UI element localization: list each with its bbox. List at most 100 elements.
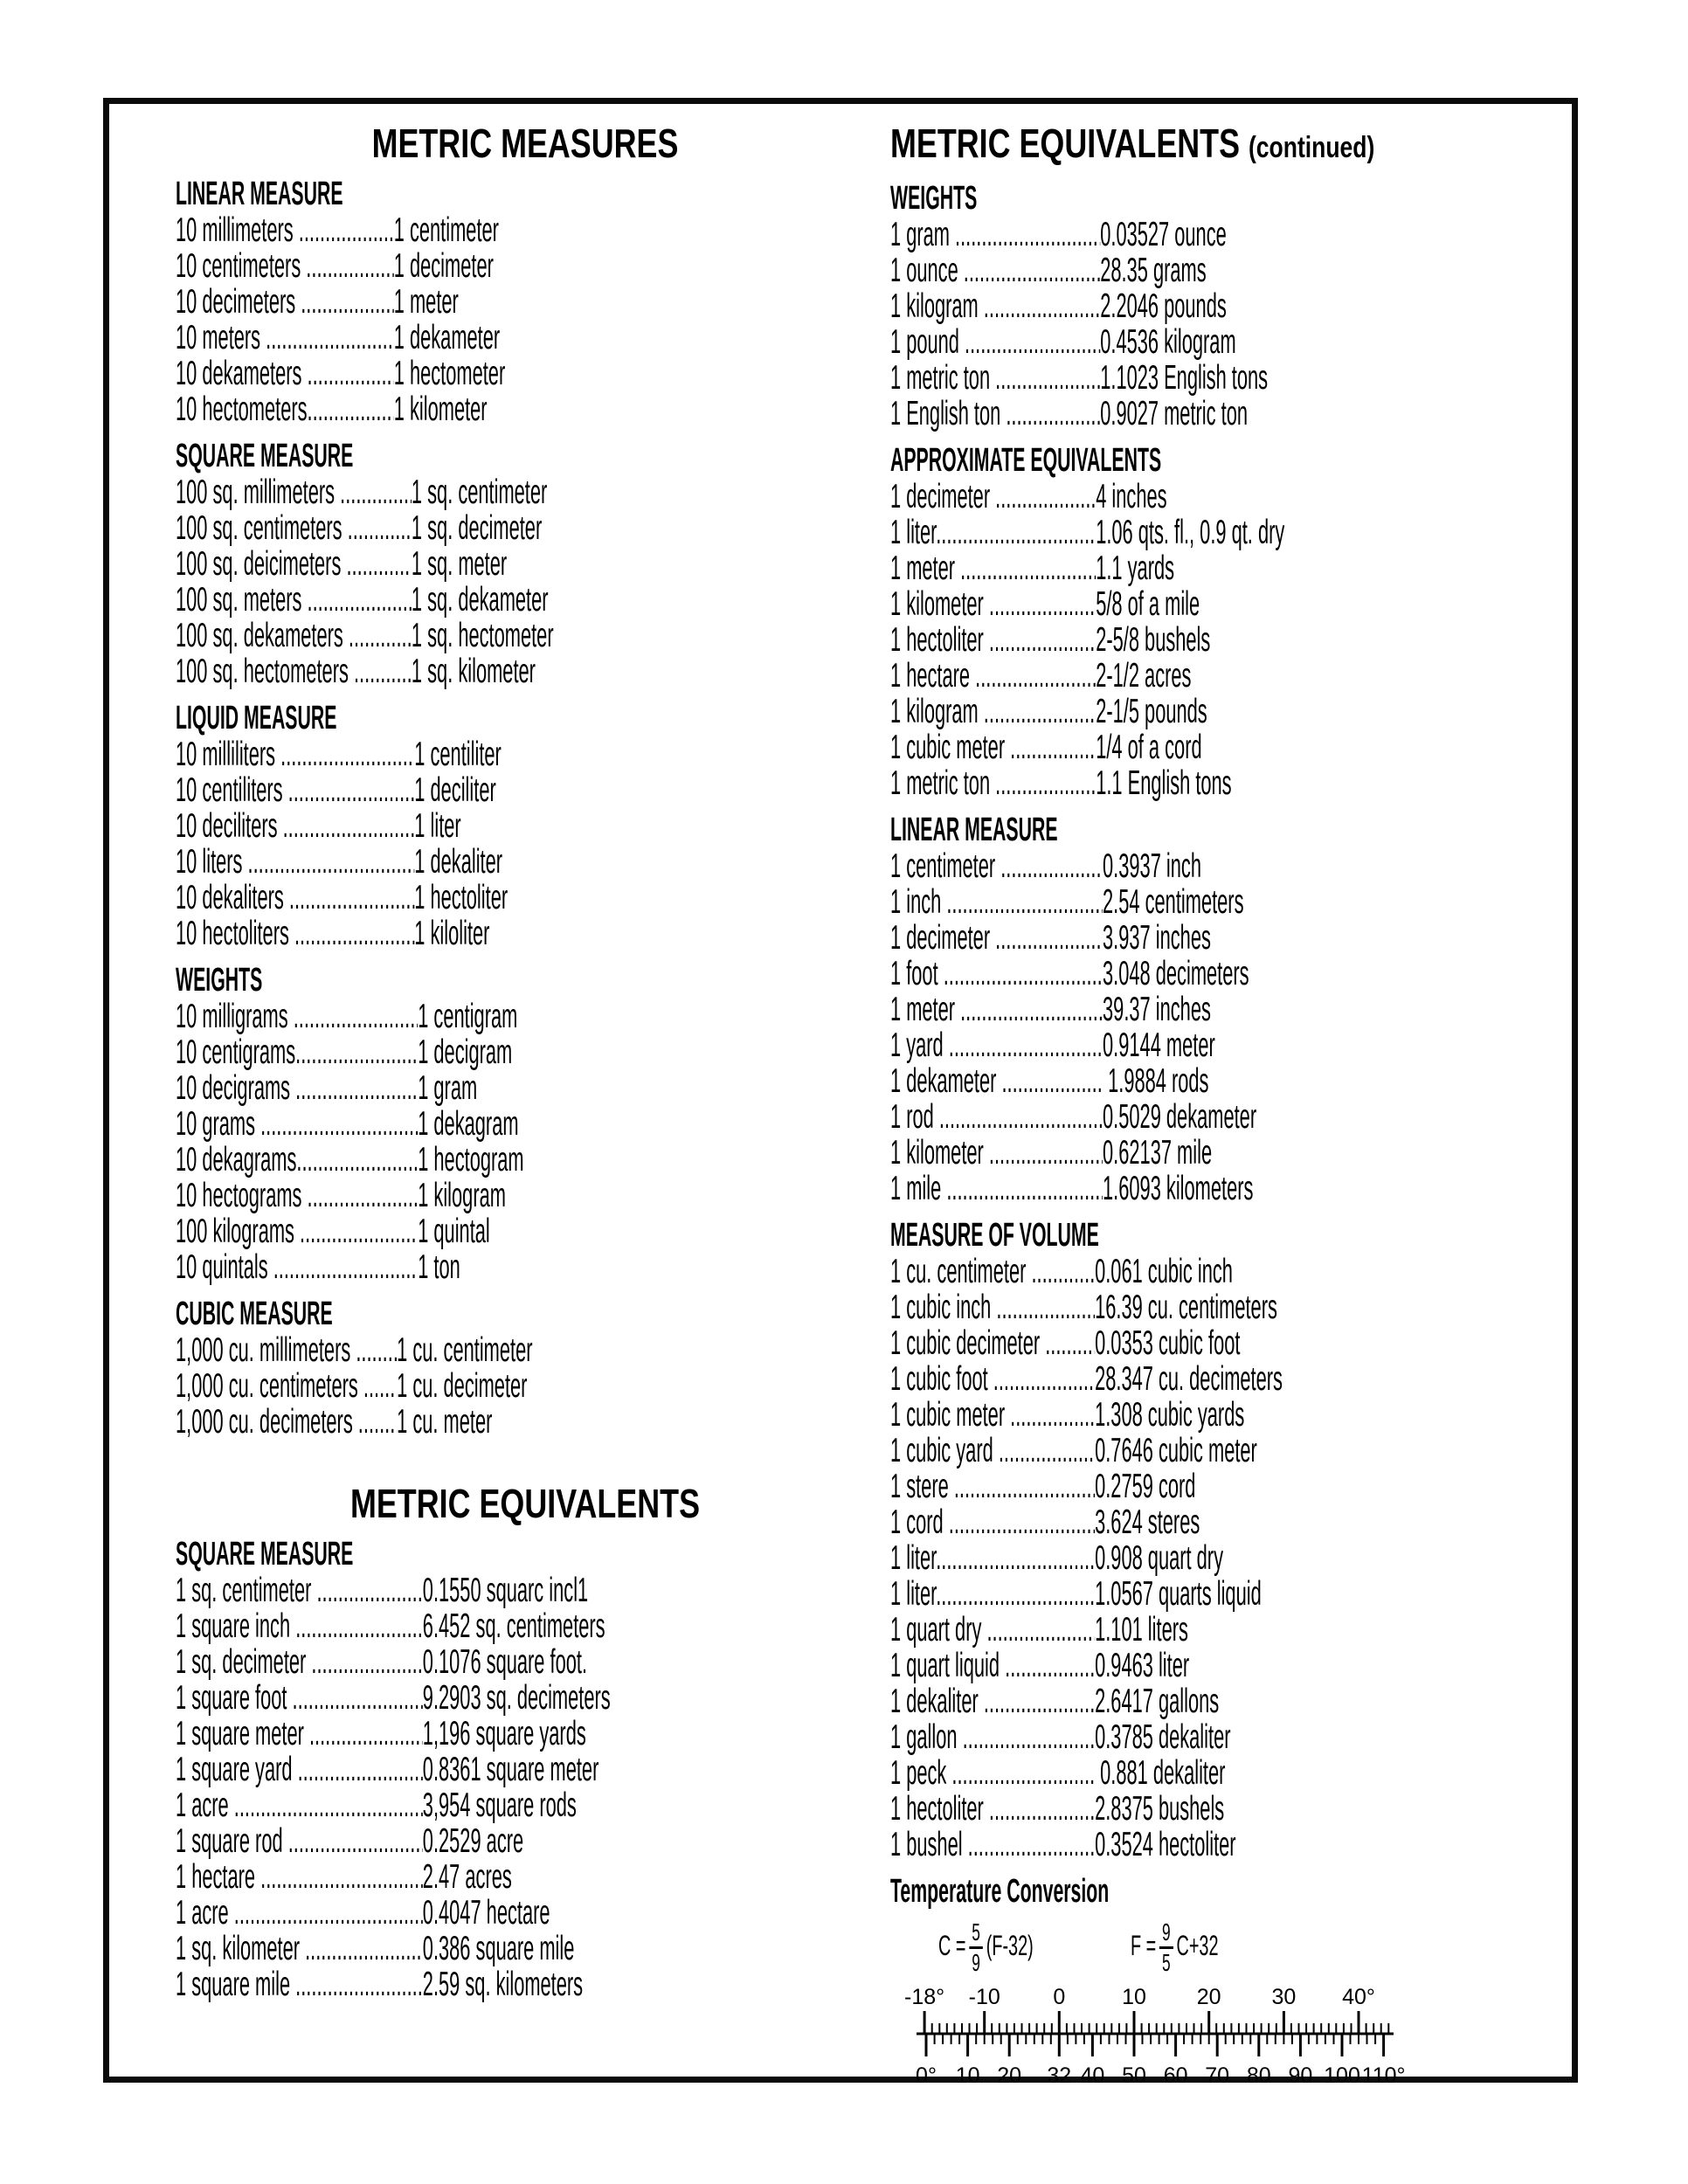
- conversion-value: 0.9463 liter: [1095, 1647, 1190, 1684]
- conversion-row: 1 square rod ...........................…: [176, 1823, 861, 1859]
- conversion-value: 2.6417 gallons: [1095, 1683, 1220, 1720]
- conversion-row: 10 centimeters .........................…: [176, 248, 861, 284]
- conversion-label: 100 sq. dekameters .....................…: [176, 618, 412, 653]
- conversion-label: 1 cubic meter ..........................…: [890, 1397, 1096, 1433]
- conversion-value: 1.1 yards: [1096, 549, 1175, 587]
- conversion-row: 1 cubic yard ...........................…: [890, 1433, 1575, 1469]
- conversion-value: 3.624 steres: [1095, 1503, 1200, 1541]
- conversion-label: 100 sq. meters .........................…: [176, 582, 412, 618]
- conversion-value: 0.3785 dekaliter: [1095, 1718, 1231, 1756]
- conversion-value: 0.03527 ounce: [1100, 216, 1227, 253]
- conversion-value: 1 decimeter: [393, 247, 494, 285]
- conversion-row: 10 dekaliters ..........................…: [176, 880, 861, 916]
- conversion-row: 1 hectoliter ...........................…: [890, 1791, 1575, 1827]
- conversion-row: 10 hectometers..........................…: [176, 391, 861, 427]
- conversion-value: 0.7646 cubic meter: [1095, 1432, 1257, 1469]
- conversion-label: 1 liter.................................…: [890, 1540, 1096, 1576]
- conversion-value: 1 centiliter: [414, 736, 502, 773]
- conversion-label: 10 liters ..............................…: [176, 844, 414, 880]
- conversion-value: 0.1076 square foot.: [422, 1643, 588, 1681]
- conversion-row: 1 square yard ..........................…: [176, 1752, 861, 1787]
- conversion-value: 1 quintal: [418, 1213, 490, 1250]
- conversion-value: 0.0353 cubic foot: [1095, 1324, 1241, 1362]
- svg-text:100: 100: [1324, 2063, 1360, 2084]
- conversion-value: 1,196 square yards: [422, 1715, 586, 1752]
- temperature-scale: -18° -10 0 10 20 30 40° 0° 10 20 32 40 50 60 70 80 90 100…: [904, 1985, 1406, 2088]
- conversion-label: 1 square foot ..........................…: [176, 1680, 423, 1716]
- conversion-label: 100 sq. hectometers ....................…: [176, 653, 412, 689]
- conversion-row: 10 deciliters ..........................…: [176, 808, 861, 844]
- conversion-row: 1 cu. centimeter .......................…: [890, 1254, 1575, 1289]
- conversion-label: 1 square inch ..........................…: [176, 1608, 423, 1644]
- svg-text:32: 32: [1047, 2063, 1071, 2084]
- conversion-label: 1 square yard ..........................…: [176, 1752, 423, 1787]
- conversion-label: 10 deciliters ..........................…: [176, 808, 414, 844]
- conversion-row: 1 cubic meter ..........................…: [890, 1397, 1575, 1433]
- conversion-row: 100 kilograms ..........................…: [176, 1213, 861, 1249]
- conversion-row: 1 hectoliter ...........................…: [890, 622, 1575, 658]
- svg-text:30: 30: [1271, 1985, 1296, 2009]
- conversion-label: 1 meter ................................…: [890, 550, 1096, 586]
- conversion-row: 10 milligrams ..........................…: [176, 999, 861, 1034]
- conversion-label: 1 pound ................................…: [890, 324, 1100, 360]
- conversion-value: 1.308 cubic yards: [1095, 1396, 1245, 1434]
- conversion-row: 1 kilometer ............................…: [890, 586, 1575, 622]
- conversion-value: 1 cu. centimeter: [397, 1331, 533, 1369]
- conversion-row: 1 mile .................................…: [890, 1171, 1575, 1206]
- conversion-value: 1.06 qts. fl., 0.9 qt. dry: [1096, 514, 1285, 551]
- metric-equivalents-continued-column: METRIC EQUIVALENTS (continued) WEIGHTS 1 …: [890, 104, 1589, 2089]
- conversion-row: 1 square foot ..........................…: [176, 1680, 861, 1716]
- conversion-label: 1 cord .................................…: [890, 1504, 1095, 1540]
- svg-text:60: 60: [1164, 2063, 1188, 2084]
- fahrenheit-formula: F = 9 5 C+32: [1130, 1918, 1219, 1976]
- conversion-label: 1,000 cu. millimeters ..................…: [176, 1332, 398, 1368]
- conversion-row: 10 decimeters ..........................…: [176, 284, 861, 320]
- conversion-row: 1 decimeter ............................…: [890, 479, 1575, 515]
- conversion-row: 1 quart liquid .........................…: [890, 1648, 1575, 1683]
- conversion-label: 1 yard .................................…: [890, 1027, 1103, 1063]
- conversion-label: 100 sq. deicimeters ....................…: [176, 546, 412, 582]
- conversion-row: 10 meters ..............................…: [176, 320, 861, 356]
- conversion-value: 2-5/8 bushels: [1096, 621, 1211, 659]
- conversion-label: 1 cubic foot ...........................…: [890, 1361, 1095, 1397]
- conversion-value: 1.101 liters: [1095, 1611, 1188, 1648]
- conversion-value: 16.39 cu. centimeters: [1095, 1289, 1277, 1326]
- conversion-row: 1 rod ..................................…: [890, 1099, 1575, 1135]
- conversion-label: 1 kilogram .............................…: [890, 288, 1101, 324]
- conversion-label: 1 peck .................................…: [890, 1755, 1096, 1791]
- conversion-row: 1 gram .................................…: [890, 217, 1575, 252]
- conversion-value: 1.0567 quarts liquid: [1095, 1575, 1262, 1613]
- conversion-value: 28.35 grams: [1100, 252, 1207, 289]
- temperature-conversion-heading: Temperature Conversion: [890, 1873, 1110, 1910]
- conversion-row: 1 acre .................................…: [176, 1787, 861, 1823]
- conversion-value: 1 hectoliter: [414, 879, 508, 916]
- conversion-value: 2.59 sq. kilometers: [422, 1966, 584, 2003]
- conversion-row: 1 metric ton ...........................…: [890, 360, 1575, 396]
- conversion-label: 10 centigrams...........................…: [176, 1034, 418, 1070]
- conversion-label: 1 centimeter ...........................…: [890, 848, 1103, 884]
- conversion-row: 1 cord .................................…: [890, 1504, 1575, 1540]
- svg-text:20: 20: [1197, 1985, 1221, 2009]
- conversion-label: 1,000 cu. centimeters ..................…: [176, 1368, 397, 1404]
- document-frame: METRIC MEASURES LINEAR MEASURE 10 millime…: [103, 98, 1578, 2088]
- metric-measures-column: METRIC MEASURES LINEAR MEASURE 10 millime…: [176, 104, 875, 2002]
- conversion-row: 1 hectare ..............................…: [176, 1859, 861, 1895]
- conversion-label: 1 bushel ...............................…: [890, 1827, 1096, 1863]
- svg-text:20: 20: [997, 2063, 1021, 2084]
- conversion-label: 1 square mile ..........................…: [176, 1966, 423, 2002]
- conversion-row: 1 quart dry ............................…: [890, 1612, 1575, 1648]
- conversion-row: 1 liter.................................…: [890, 1576, 1575, 1612]
- conversion-row: 1 cubic inch ...........................…: [890, 1289, 1575, 1325]
- metric-equivalents-sections: SQUARE MEASURE 1 sq. centimeter .........…: [176, 1536, 875, 2002]
- conversion-value: 0.386 square mile: [422, 1930, 575, 1967]
- conversion-label: 1 rod ..................................…: [890, 1099, 1103, 1135]
- conversion-value: 2.47 acres: [422, 1858, 512, 1896]
- conversion-row: 10 liters ..............................…: [176, 844, 861, 880]
- conversion-row: 1 hectare ..............................…: [890, 658, 1575, 694]
- conversion-row: 1 cubic foot ...........................…: [890, 1361, 1575, 1397]
- conversion-label: 1 hectare ..............................…: [890, 658, 1096, 694]
- conversion-label: 10 hectoliters .........................…: [176, 916, 414, 951]
- svg-text:-18°: -18°: [904, 1985, 944, 2009]
- section-heading: WEIGHTS: [176, 962, 263, 999]
- conversion-label: 1 square rod ...........................…: [176, 1823, 423, 1859]
